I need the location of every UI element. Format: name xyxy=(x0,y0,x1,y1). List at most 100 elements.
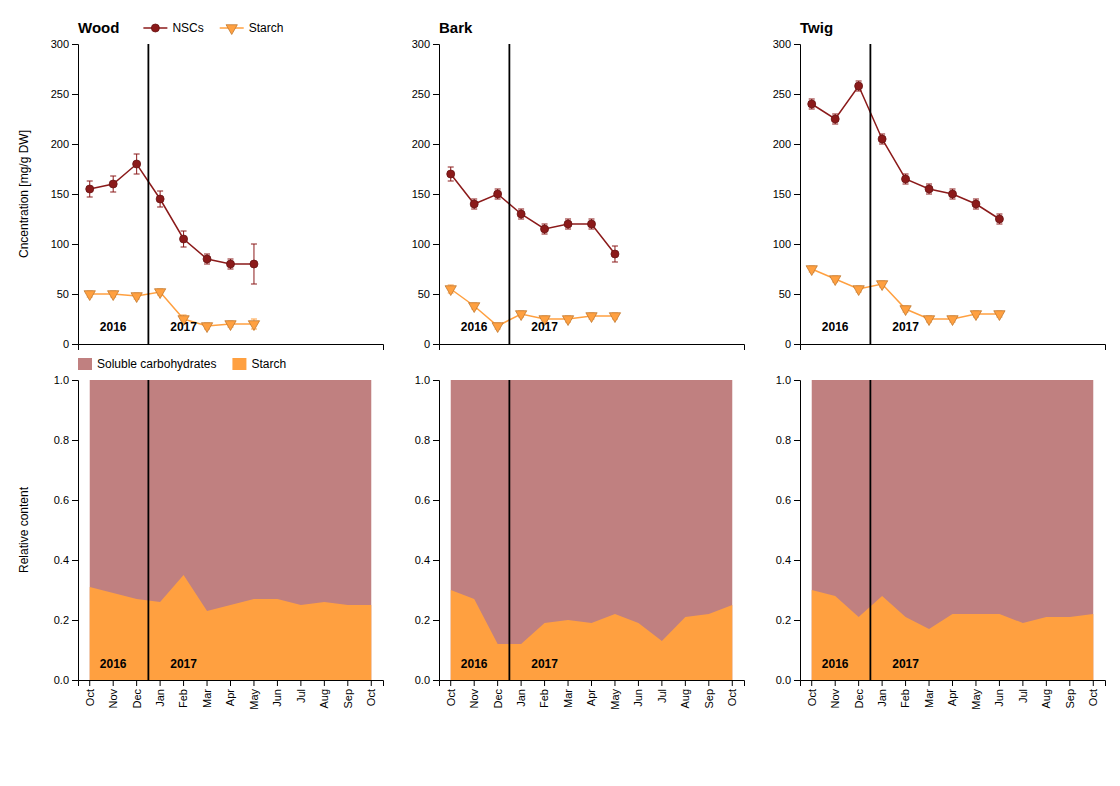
x-axis-tick: Nov xyxy=(829,680,841,709)
x-axis-tick-mark xyxy=(1069,680,1070,686)
x-axis-tick-mark xyxy=(568,680,569,686)
y-axis-tick-label: 0.6 xyxy=(776,494,791,506)
x-axis-tick-label: Oct xyxy=(726,689,738,706)
x-axis-tick-label: Oct xyxy=(806,689,818,706)
x-axis-tick-label: Apr xyxy=(946,689,958,706)
error-bar xyxy=(134,154,140,174)
y-axis-tick-mark xyxy=(433,94,439,95)
annotation: 2017 xyxy=(170,320,197,334)
x-axis-tick-label: Apr xyxy=(585,689,597,706)
y-axis-tick-mark xyxy=(433,144,439,145)
y-axis-tick: 50 xyxy=(779,288,800,300)
x-axis-tick: Sep xyxy=(342,680,354,709)
marker xyxy=(902,175,910,183)
x-axis-tick-label: Aug xyxy=(679,689,691,709)
marker xyxy=(156,195,164,203)
y-axis-tick: 100 xyxy=(412,238,439,250)
marker xyxy=(541,225,549,233)
panel: 0.00.20.40.60.81.0OctNovDecJanFebMarAprM… xyxy=(776,374,1106,710)
y-axis-tick-label: 50 xyxy=(418,288,430,300)
x-axis-tick-mark xyxy=(661,680,662,686)
marker xyxy=(925,185,933,193)
area xyxy=(451,380,733,680)
x-axis-tick-mark xyxy=(324,680,325,686)
x-axis-tick: Aug xyxy=(679,680,691,709)
x-axis-tick: Dec xyxy=(853,680,865,709)
x-axis-tick: Oct xyxy=(1087,680,1099,706)
error-bar xyxy=(471,199,477,209)
annotation: 2017 xyxy=(892,320,919,334)
x-axis-tick-mark xyxy=(450,680,451,686)
x-axis-tick-label: Aug xyxy=(318,689,330,709)
marker xyxy=(250,260,258,268)
y-axis-tick: 100 xyxy=(51,238,78,250)
series xyxy=(447,167,619,262)
x-axis-tick: Mar xyxy=(201,680,213,708)
y-axis-tick-label: 0.6 xyxy=(415,494,430,506)
marker xyxy=(84,291,95,301)
annotation: 2017 xyxy=(892,657,919,671)
area xyxy=(812,380,1094,680)
marker xyxy=(86,185,94,193)
legend-item: NSCs xyxy=(143,21,203,35)
panel: 05010015020025030020162017Twig xyxy=(773,19,1106,350)
y-axis-tick-mark xyxy=(433,440,439,441)
error-bar xyxy=(204,254,210,264)
y-axis-tick: 200 xyxy=(412,138,439,150)
error-bar xyxy=(518,209,524,219)
x-axis-tick-mark xyxy=(497,680,498,686)
y-axis-tick-label: 0 xyxy=(63,338,69,350)
x-axis-tick: Dec xyxy=(492,680,504,709)
y-axis-tick-label: 200 xyxy=(773,138,791,150)
x-axis-tick-label: Mar xyxy=(923,689,935,708)
x-axis-tick: Jun xyxy=(271,680,283,707)
annotation: 2016 xyxy=(822,657,849,671)
y-axis-tick-mark xyxy=(72,294,78,295)
area xyxy=(90,380,372,680)
x-axis-tick-label: Nov xyxy=(829,689,841,709)
y-axis-tick: 0 xyxy=(63,338,78,350)
panel: 05010015020025030020162017WoodCncentrati… xyxy=(17,19,384,350)
y-axis-tick-mark xyxy=(72,44,78,45)
y-axis-tick-mark xyxy=(72,500,78,501)
y-axis-tick-label: 0.2 xyxy=(415,614,430,626)
line xyxy=(812,86,1000,219)
y-axis: 0.00.20.40.60.81.0 xyxy=(776,374,801,686)
area xyxy=(90,575,372,680)
legend: Soluble carbohydratesStarch xyxy=(78,357,286,371)
annotation: 2016 xyxy=(100,657,127,671)
marker xyxy=(900,306,911,316)
x-axis-tick-mark xyxy=(371,680,372,686)
y-axis-tick-mark xyxy=(794,244,800,245)
y-axis-tick-label: 0 xyxy=(424,338,430,350)
x-axis-tick-mark xyxy=(277,680,278,686)
x-axis-tick-label: Nov xyxy=(468,689,480,709)
marker xyxy=(995,215,1003,223)
y-axis-tick-mark xyxy=(72,380,78,381)
x-axis-tick-mark xyxy=(835,680,836,686)
marker xyxy=(515,311,526,321)
error-bar xyxy=(157,191,163,207)
error-bar xyxy=(950,189,956,199)
y-axis-tick: 150 xyxy=(51,188,78,200)
marker xyxy=(203,255,211,263)
x-axis-tick-label: Jun xyxy=(271,689,283,707)
x-axis-tick-label: Aug xyxy=(1040,689,1052,709)
legend-label: NSCs xyxy=(172,21,203,35)
marker xyxy=(808,100,816,108)
marker xyxy=(131,293,142,303)
divider xyxy=(508,380,510,680)
x-axis-tick-label: Sep xyxy=(703,689,715,709)
y-axis-tick: 250 xyxy=(773,88,800,100)
error-bar xyxy=(996,214,1002,224)
x-axis-tick-mark xyxy=(230,680,231,686)
error-bar xyxy=(809,99,815,109)
x-axis-tick-mark xyxy=(708,680,709,686)
y-axis-tick-label: 0 xyxy=(785,338,791,350)
x-axis-tick-mark xyxy=(929,680,930,686)
y-axis-tick: 0.8 xyxy=(54,434,78,446)
y-axis-tick-mark xyxy=(72,440,78,441)
y-axis-tick-mark xyxy=(794,194,800,195)
y-axis-tick-mark xyxy=(794,440,800,441)
x-axis: OctNovDecJanFebMarAprMayJunJulAugSepOct xyxy=(79,680,384,710)
